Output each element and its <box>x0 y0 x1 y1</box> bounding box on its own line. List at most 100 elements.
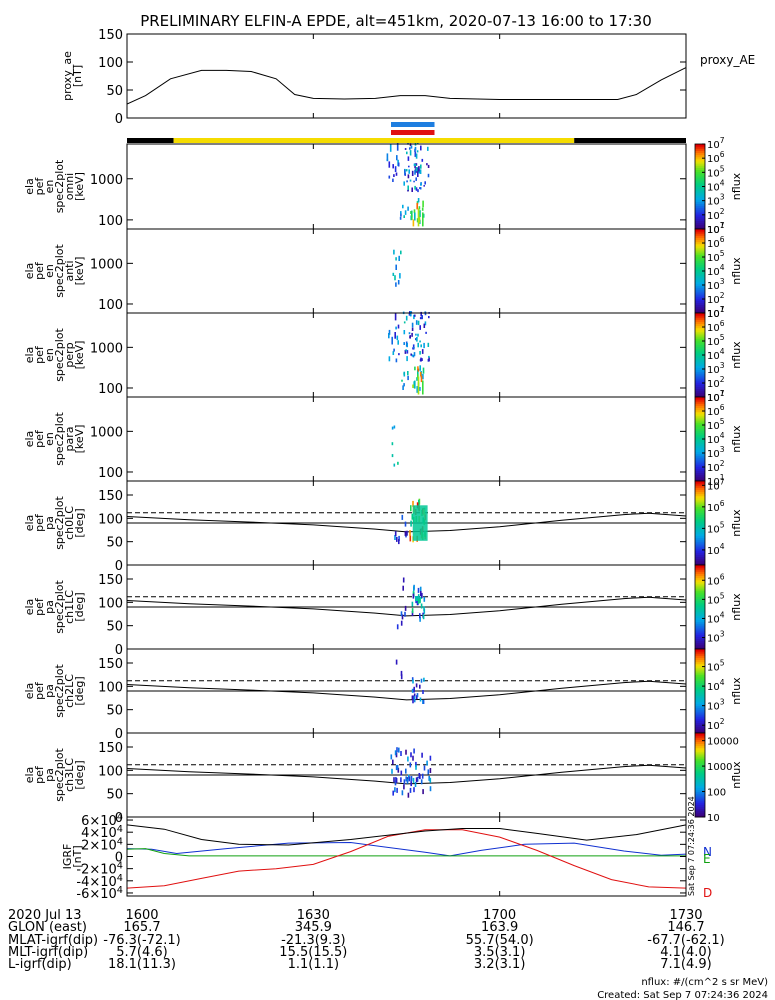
colorbar-segment <box>695 812 705 816</box>
colorbar-segment <box>695 709 705 713</box>
pa-spectrogram-pixel <box>403 779 406 785</box>
pa-spectrogram-pixel <box>392 759 394 765</box>
colorbar-tick-label: 102 <box>707 459 725 474</box>
colorbar-segment <box>695 428 705 432</box>
spectrogram-pixel <box>388 329 391 335</box>
panel-frame <box>126 816 687 897</box>
y-tick-label: 1000 <box>90 173 123 188</box>
colorbar-segment <box>695 607 705 610</box>
spectrogram-pixel <box>406 180 408 183</box>
spectrogram-pixel <box>411 354 414 357</box>
colorbar-segment <box>695 298 705 301</box>
spectrogram-pixel <box>426 163 428 166</box>
science-zone-bar <box>391 130 435 135</box>
colorbar-segment <box>695 222 705 226</box>
orbit-row-value: 55.7(54.0) <box>466 933 534 948</box>
pa-spectrogram-pixel <box>421 592 423 598</box>
colorbar-segment <box>695 325 705 329</box>
pa-spectrogram-pixel <box>404 530 407 536</box>
colorbar-segment <box>695 625 705 629</box>
colorbar-segment <box>695 518 705 522</box>
panel-ch1LC: 103 104 105 106 nflux 0 50 100 150 elapefpaspec2p… <box>23 564 743 658</box>
colorbar-segment <box>695 392 705 396</box>
pa-spectrogram-pixel <box>398 535 400 541</box>
colorbar-segment <box>695 581 705 585</box>
pa-spectrogram-pixel <box>401 614 404 620</box>
pa-spectrogram-pixel <box>413 584 415 590</box>
y-axis-label-line: en <box>43 180 56 194</box>
colorbar-segment <box>695 152 705 156</box>
colorbar-segment <box>695 205 705 209</box>
colorbar-segment <box>695 308 705 312</box>
y-tick-label: 100 <box>98 56 123 71</box>
colorbar-segment <box>695 144 705 147</box>
orbit-row-value: 1.1(1.1) <box>288 957 340 972</box>
spectrogram-pixel <box>415 338 417 341</box>
colorbar-segment <box>695 516 705 520</box>
spectrogram-pixel <box>414 185 416 190</box>
status-bars-layer <box>127 122 686 143</box>
spectrogram-pixel <box>403 181 405 186</box>
panels-layer: proxy_AE050100150proxy_ae[nT]10110210310… <box>23 28 755 902</box>
y-axis-label-line: ch3LC <box>63 758 76 792</box>
y-axis-label-line: spec2plot <box>53 580 66 634</box>
colorbar-segment <box>695 350 705 354</box>
colorbar-segment <box>695 352 705 356</box>
y-axis-label-line: ela <box>23 431 36 448</box>
colorbar-segment <box>695 476 705 480</box>
colorbar-segment <box>695 154 705 158</box>
colorbar-segment <box>695 655 705 658</box>
pa-spectrogram-pixel <box>411 611 414 616</box>
colorbar-label: nflux <box>730 341 743 369</box>
spectrogram-pixel <box>415 177 417 181</box>
spectrogram-pixel <box>421 158 424 162</box>
colorbar-segment <box>695 363 705 366</box>
spectrogram-pixel <box>388 333 390 339</box>
colorbar-segment <box>695 749 705 753</box>
y-tick-label: 100 <box>98 596 123 611</box>
colorbar-segment <box>695 737 705 740</box>
spectrogram-pixel <box>416 337 418 342</box>
colorbar-segment <box>695 672 705 675</box>
proxy-ae-series-label: proxy_AE <box>700 53 755 67</box>
spectrogram-pixel <box>420 183 422 186</box>
y-tick-label: 0 <box>115 559 123 574</box>
spectrogram-pixel <box>386 153 389 162</box>
colorbar-segment <box>695 728 705 732</box>
pa-spectrogram-pixel <box>419 598 421 604</box>
colorbar-tick-label: 104 <box>707 542 725 557</box>
panel-frame <box>126 33 687 119</box>
colorbar-tick-label: 105 <box>707 659 725 674</box>
spectrogram-pixel <box>410 145 413 149</box>
pa-spectrogram-pixel <box>412 777 415 783</box>
colorbar-segment <box>695 781 705 784</box>
colorbar-segment <box>695 277 705 280</box>
spectrogram-pixel <box>416 150 419 153</box>
colorbar-segment <box>695 422 705 425</box>
spectrogram-pixel <box>417 333 419 337</box>
orbit-row-value: 3.2(3.1) <box>474 957 526 972</box>
spectrogram-pixel <box>391 336 393 345</box>
side-timestamp: Sat Sep 7 07:24:36 2024 <box>687 796 696 896</box>
colorbar-segment <box>695 770 705 774</box>
colorbar-segment <box>695 306 705 310</box>
colorbar-segment <box>695 541 705 545</box>
colorbar-segment <box>695 148 705 151</box>
colorbar-segment <box>695 403 705 406</box>
orbit-row-value: -67.7(-62.1) <box>647 933 724 948</box>
spectrogram-pixel <box>414 314 416 317</box>
spectrogram-pixel <box>397 280 400 285</box>
pa-spectrogram-pixel <box>394 531 397 537</box>
y-tick-label: 0 <box>115 851 123 866</box>
colorbar-segment <box>695 415 705 419</box>
spectrogram-pixel <box>403 330 406 335</box>
colorbar-segment <box>695 436 705 440</box>
colorbar-segment <box>695 426 705 429</box>
colorbar-segment <box>695 273 705 276</box>
colorbar-segment <box>695 747 705 751</box>
colorbar-segment <box>695 583 705 587</box>
panel-omni: 101102103104105106107nflux1001000elapefe… <box>23 136 743 236</box>
colorbar-segment <box>695 192 705 196</box>
colorbar-segment <box>695 418 705 421</box>
spectrogram-pixel <box>398 353 400 356</box>
